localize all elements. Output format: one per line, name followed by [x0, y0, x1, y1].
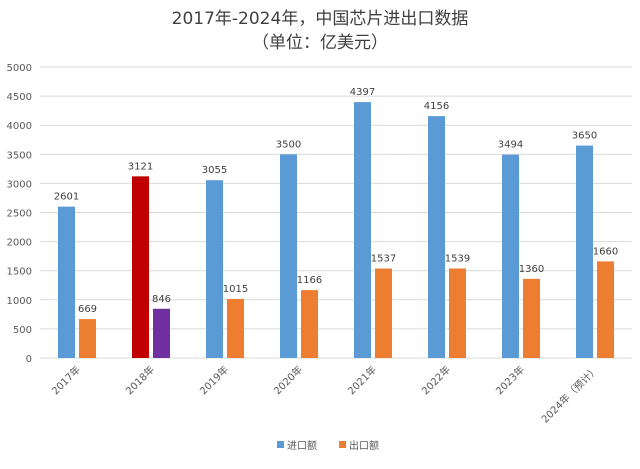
- y-tick-label: 1500: [7, 267, 32, 278]
- legend-label-export: 出口额: [349, 439, 379, 452]
- gridlines: [40, 66, 632, 359]
- x-tick-label: 2022年: [419, 363, 453, 397]
- export-bar: [597, 261, 614, 358]
- data-labels: 2601 669 3121 846 3055 1015 3500 1166 4397 1537 41…: [54, 87, 618, 315]
- chart-title: 2017年-2024年，中国芯片进出口数据: [172, 9, 469, 29]
- y-tick-label: 500: [13, 325, 32, 336]
- y-tick-label: 1000: [7, 296, 32, 307]
- export-bar: [375, 268, 392, 358]
- legend-swatch-import: [277, 441, 284, 448]
- import-bar: [354, 102, 371, 358]
- data-label: 669: [78, 304, 97, 315]
- data-label: 3121: [128, 161, 153, 172]
- data-label: 1166: [297, 275, 322, 286]
- data-label: 1539: [445, 253, 470, 264]
- export-bar: [79, 319, 96, 358]
- data-label: 4397: [350, 87, 375, 98]
- import-bar: [58, 206, 75, 358]
- export-bar: [227, 298, 244, 358]
- y-axis: 0 500 1000 1500 2000 2500 3000 3500 4000 4500 5000: [7, 63, 32, 365]
- x-tick-label: 2020年: [271, 363, 305, 397]
- chart-subtitle: （单位：亿美元）: [252, 33, 388, 53]
- data-label: 1537: [371, 254, 396, 265]
- data-label: 846: [152, 294, 171, 305]
- data-label: 4156: [424, 101, 449, 112]
- y-tick-label: 4000: [7, 121, 32, 132]
- y-tick-label: 2000: [7, 238, 32, 249]
- export-bar: [449, 268, 466, 358]
- legend-label-import: 进口额: [287, 439, 317, 452]
- x-tick-label: 2017年: [49, 363, 83, 397]
- data-label: 1360: [519, 264, 544, 275]
- bars: [58, 102, 614, 359]
- data-label: 3055: [202, 165, 227, 176]
- export-bar: [153, 308, 170, 358]
- data-label: 3650: [572, 131, 597, 142]
- x-tick-label: 2021年: [345, 363, 379, 397]
- data-label: 2601: [54, 192, 79, 203]
- y-tick-label: 0: [26, 354, 32, 365]
- import-bar: [206, 180, 223, 358]
- x-tick-label: 2018年: [123, 363, 157, 397]
- y-tick-label: 5000: [7, 63, 32, 74]
- data-label: 3500: [276, 139, 301, 150]
- import-bar: [428, 116, 445, 359]
- y-tick-label: 3500: [7, 150, 32, 161]
- export-bar: [523, 278, 540, 358]
- legend: 进口额 出口额: [277, 439, 379, 452]
- y-tick-label: 4500: [7, 92, 32, 103]
- y-tick-label: 3000: [7, 179, 32, 190]
- import-bar: [576, 145, 593, 358]
- data-label: 3494: [498, 140, 523, 151]
- import-bar: [502, 154, 519, 358]
- data-label: 1660: [593, 246, 618, 257]
- x-tick-label: 2019年: [197, 363, 231, 397]
- x-tick-label: 2024年（预计）: [539, 363, 602, 426]
- import-bar: [280, 154, 297, 358]
- x-tick-label: 2023年: [493, 363, 527, 397]
- y-tick-label: 2500: [7, 209, 32, 220]
- x-axis: 2017年 2018年 2019年 2020年 2021年 2022年 2023年 2024年…: [49, 363, 601, 426]
- import-bar: [132, 176, 149, 358]
- legend-swatch-export: [339, 441, 346, 448]
- data-label: 1015: [223, 284, 248, 295]
- export-bar: [301, 290, 318, 358]
